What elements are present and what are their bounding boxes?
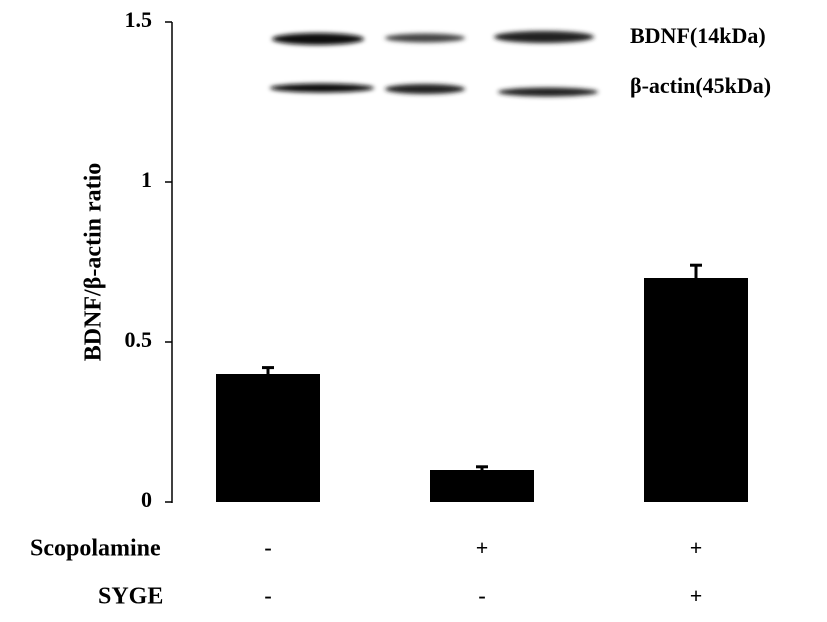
y-tick-label: 0.5 (125, 327, 153, 352)
treatment-sign: + (690, 535, 703, 560)
bar (216, 374, 320, 502)
y-axis-label: BDNF/β-actin ratio (81, 163, 107, 362)
blot-label: β-actin(45kDa) (630, 73, 771, 98)
treatment-sign: + (476, 535, 489, 560)
western-blot (270, 31, 598, 97)
treatment-sign: - (478, 583, 485, 608)
y-tick-label: 1 (141, 167, 152, 192)
y-tick-label: 1.5 (125, 7, 153, 32)
treatment-sign: - (264, 583, 271, 608)
treatment-label: Scopolamine (30, 536, 161, 562)
bar (430, 470, 534, 502)
y-tick-label: 0 (141, 487, 152, 512)
treatment-label: SYGE (98, 584, 163, 610)
bar (644, 278, 748, 502)
blot-label: BDNF(14kDa) (630, 23, 766, 48)
treatment-sign: - (264, 535, 271, 560)
treatment-sign: + (690, 583, 703, 608)
